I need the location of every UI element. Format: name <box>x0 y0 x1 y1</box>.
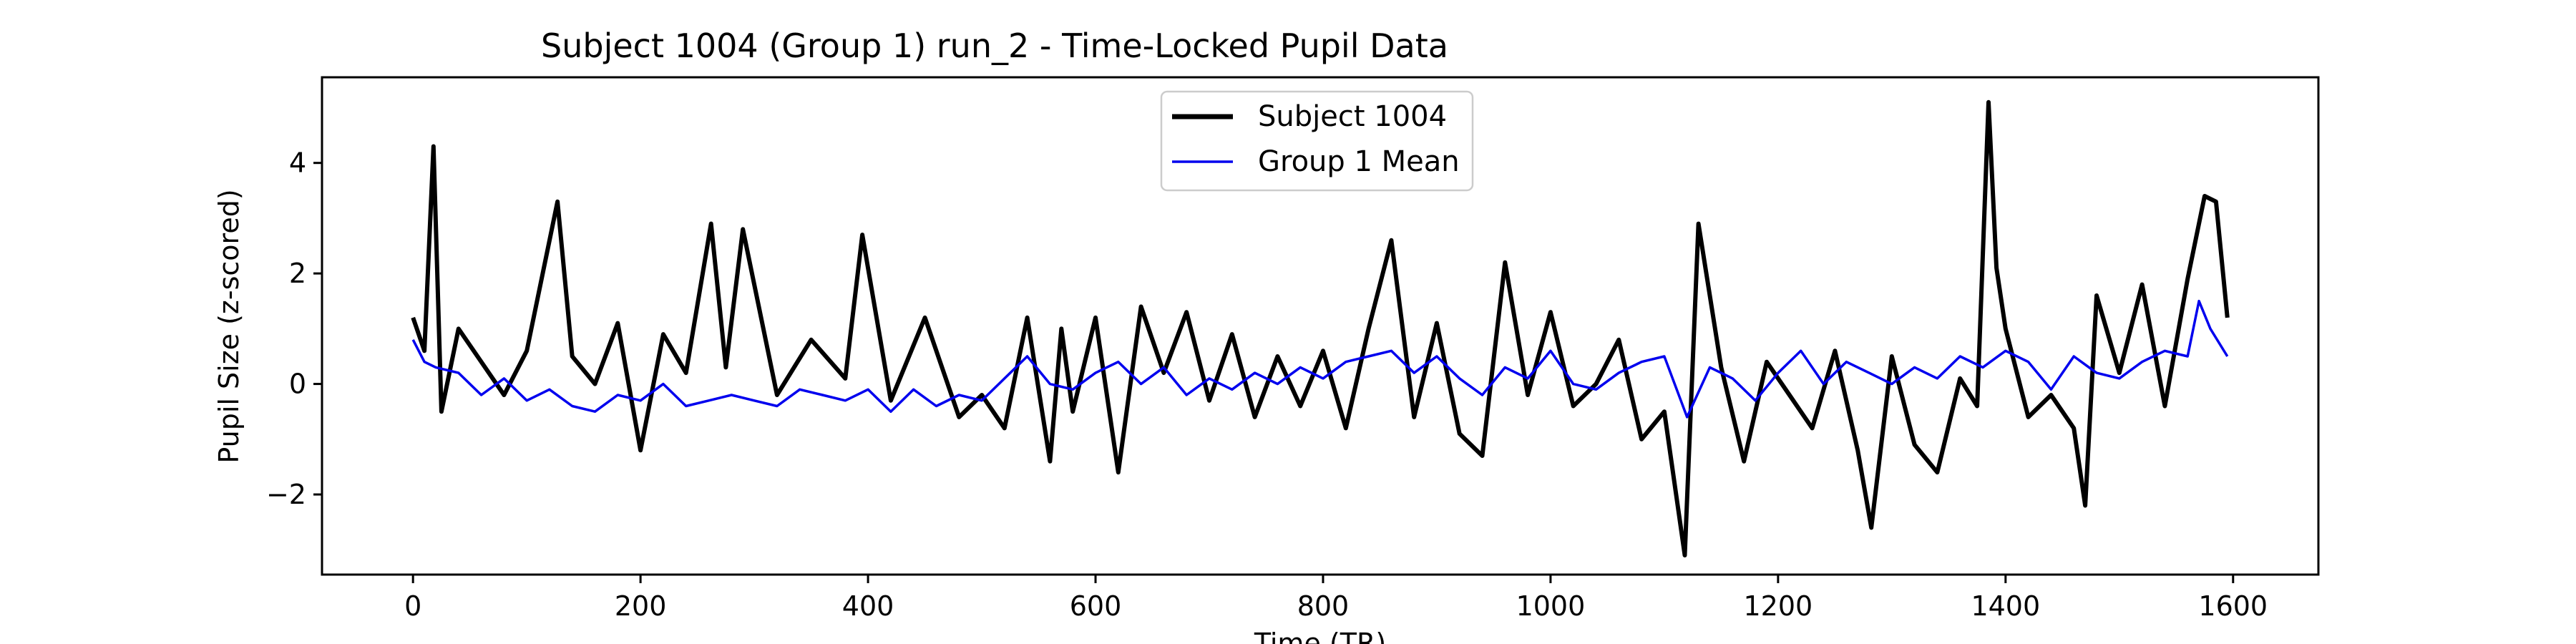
x-tick-label: 800 <box>1297 590 1350 622</box>
y-tick-label: 2 <box>289 258 306 289</box>
x-tick-label: 1000 <box>1516 590 1586 622</box>
x-tick-label: 1200 <box>1744 590 1813 622</box>
legend-label-group-mean: Group 1 Mean <box>1258 145 1460 178</box>
x-tick-label: 200 <box>615 590 667 622</box>
legend-box <box>1160 90 1474 192</box>
x-tick-label: 1600 <box>2198 590 2268 622</box>
y-tick-label: 0 <box>289 369 306 400</box>
legend-label-subject: Subject 1004 <box>1258 100 1447 133</box>
series-line-subject <box>411 99 2230 557</box>
x-tick-label: 400 <box>842 590 894 622</box>
x-tick-label: 0 <box>404 590 421 622</box>
y-tick-label: −2 <box>266 479 306 510</box>
x-tick-label: 600 <box>1070 590 1122 622</box>
x-axis-label: Time (TR) <box>1254 628 1386 644</box>
x-tick-label: 1400 <box>1971 590 2040 622</box>
y-axis-label: Pupil Size (z-scored) <box>213 189 245 463</box>
y-tick-label: 4 <box>289 147 306 179</box>
chart-title: Subject 1004 (Group 1) run_2 - Time-Lock… <box>541 26 1448 65</box>
legend: Subject 1004 Group 1 Mean <box>1160 90 1474 192</box>
plot-frame <box>321 76 2320 576</box>
series-line-group-mean <box>411 299 2229 419</box>
